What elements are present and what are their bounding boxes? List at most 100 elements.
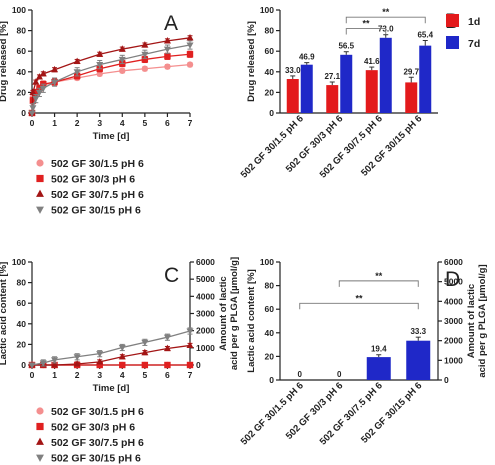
y-tick-label: 40 — [265, 67, 275, 77]
x-tick-label: 2 — [75, 370, 80, 380]
series-2 — [28, 341, 194, 368]
legend-label: 502 GF 30/15 pH 6 — [51, 205, 141, 217]
x-tick-label: 5 — [142, 370, 147, 380]
data-point — [186, 361, 194, 369]
legend-marker — [36, 422, 44, 431]
bar — [300, 64, 313, 113]
data-point — [96, 361, 103, 369]
legend-swatch — [446, 14, 459, 27]
data-point — [73, 354, 81, 361]
legend-label: 502 GF 30/1.5 pH 6 — [51, 406, 144, 418]
y2-tick-label: 6000 — [444, 257, 463, 267]
data-point — [35, 89, 43, 97]
bracket-line — [299, 302, 419, 310]
bar — [286, 79, 299, 113]
y2-tick-label: 3000 — [444, 316, 463, 326]
bracket-line — [338, 280, 419, 287]
data-point — [29, 88, 37, 95]
legend-label: 502 GF 30/7.5 pH 6 — [51, 189, 144, 201]
bar — [365, 70, 378, 113]
data-point — [39, 70, 47, 77]
y2-tick-label: 0 — [444, 375, 449, 385]
y2-axis-label-line1: Amount of lactic — [218, 276, 229, 350]
data-point — [51, 361, 59, 368]
x-axis-label: Time [d] — [93, 131, 130, 142]
data-point — [141, 41, 149, 48]
significance-label: ** — [375, 271, 383, 281]
x-tick-label: 6 — [165, 370, 170, 380]
y-tick-label: 40 — [265, 328, 275, 338]
x-tick-label: 2 — [75, 118, 80, 128]
series-3 — [28, 40, 194, 117]
legend-swatch — [446, 36, 459, 49]
panel-label: A — [164, 12, 178, 35]
x-tick-label: 1 — [52, 370, 57, 380]
significance-bracket: ** — [345, 7, 426, 24]
y-tick-label: 0 — [21, 108, 26, 118]
y2-tick-label: 2000 — [196, 326, 215, 336]
data-label: 65.4 — [417, 30, 433, 39]
data-label: 56.5 — [338, 42, 354, 51]
data-point — [186, 51, 194, 58]
data-point — [186, 61, 194, 68]
legend-marker — [36, 437, 44, 445]
data-label: 19.4 — [371, 345, 387, 354]
data-label: 41.6 — [364, 57, 380, 66]
y2-tick-label: 1000 — [444, 355, 463, 365]
x-tick-label: 7 — [188, 118, 193, 128]
bar — [326, 85, 339, 113]
y-tick-label: 0 — [21, 360, 26, 370]
significance-bracket: ** — [345, 19, 387, 35]
significance-bracket: ** — [338, 271, 419, 287]
legend-label: 502 GF 30/15 pH 6 — [51, 453, 141, 465]
data-point — [28, 362, 36, 369]
data-point — [96, 50, 104, 57]
bar — [406, 340, 431, 380]
x-tick-label: 3 — [97, 370, 102, 380]
legend-top: 502 GF 30/1.5 pH 6 502 GF 30/3 pH 6 502 GF… — [36, 158, 144, 217]
y-tick-label: 40 — [17, 67, 27, 77]
y-axis-label: Drug released [%] — [246, 21, 257, 102]
y2-tick-label: 4000 — [444, 296, 463, 306]
x-tick-label: 7 — [188, 370, 193, 380]
legend-label: 1d — [468, 16, 480, 28]
data-point — [118, 344, 126, 352]
legend-label: 502 GF 30/1.5 pH 6 — [51, 158, 144, 170]
y-tick-label: 100 — [12, 257, 26, 267]
data-point — [163, 46, 171, 53]
y-axis-label: Drug released [%] — [0, 21, 9, 102]
x-tick-label: 5 — [142, 118, 147, 128]
significance-label: ** — [362, 19, 370, 29]
y2-tick-label: 4000 — [196, 291, 215, 301]
data-point — [141, 51, 149, 59]
x-tick-label: 4 — [120, 370, 125, 380]
bar-legend: 1d 7d — [446, 14, 480, 50]
bar — [379, 37, 392, 114]
data-label: 0 — [298, 370, 303, 379]
data-point — [186, 42, 194, 49]
y-tick-label: 80 — [265, 26, 275, 36]
series-3 — [28, 327, 194, 369]
x-tick-label: 6 — [165, 118, 170, 128]
y-tick-label: 60 — [265, 46, 275, 56]
legend-marker — [36, 159, 44, 167]
data-point — [32, 96, 40, 103]
legend-bottom: 502 GF 30/1.5 pH 6 502 GF 30/3 pH 6 502 GF… — [36, 406, 144, 465]
y-tick-label: 80 — [17, 26, 27, 36]
bar — [340, 54, 353, 113]
data-point — [118, 352, 126, 360]
data-point — [73, 360, 81, 367]
data-label: 29.7 — [403, 67, 419, 76]
data-label: 33.0 — [285, 66, 301, 75]
y-tick-label: 60 — [265, 304, 275, 314]
data-point — [51, 357, 59, 364]
data-point — [51, 79, 59, 86]
panel-a-chart: 0 20 40 60 80 100 0 1 2 3 4 5 6 7 Time [d] Drug release… — [0, 5, 194, 142]
y-axis-label: Lactic acid content [%] — [246, 269, 257, 372]
legend-label: 502 GF 30/3 pH 6 — [51, 422, 135, 434]
data-point — [119, 361, 126, 369]
data-point — [119, 67, 126, 74]
bracket-line — [345, 16, 426, 24]
data-point — [186, 341, 194, 348]
